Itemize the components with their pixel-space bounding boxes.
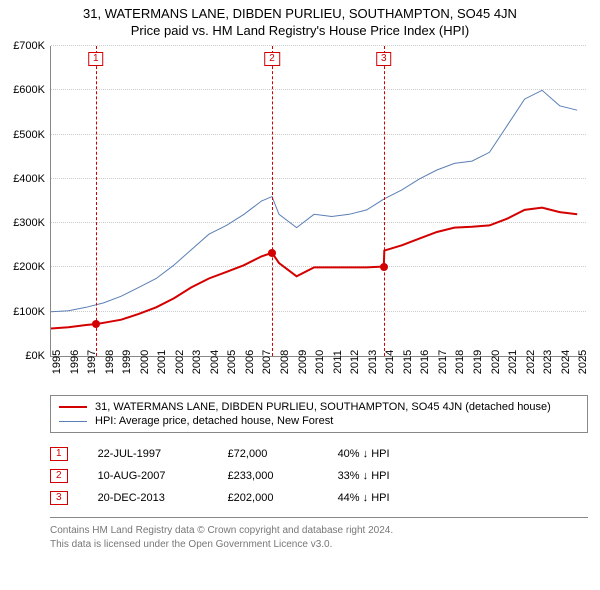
y-tick-label: £200K (13, 261, 45, 273)
legend-label: 31, WATERMANS LANE, DIBDEN PURLIEU, SOUT… (95, 401, 551, 413)
chart-title-sub: Price paid vs. HM Land Registry's House … (0, 23, 600, 38)
sale-marker-dot (380, 263, 388, 271)
legend: 31, WATERMANS LANE, DIBDEN PURLIEU, SOUT… (50, 395, 588, 433)
sales-table: 1 22-JUL-1997 £72,000 40% ↓ HPI 2 10-AUG-2007… (50, 443, 588, 509)
legend-label: HPI: Average price, detached house, New … (95, 415, 333, 427)
footer-line1: Contains HM Land Registry data © Crown c… (50, 524, 588, 538)
sale-price: £202,000 (228, 492, 308, 504)
legend-swatch (59, 421, 87, 422)
sale-row: 3 20-DEC-2013 £202,000 44% ↓ HPI (50, 487, 588, 509)
y-tick-label: £100K (13, 306, 45, 318)
y-tick-label: £300K (13, 217, 45, 229)
sale-price: £72,000 (228, 448, 308, 460)
sale-diff: 33% ↓ HPI (338, 470, 428, 482)
chart-titles: 31, WATERMANS LANE, DIBDEN PURLIEU, SOUT… (0, 0, 600, 38)
sale-date: 22-JUL-1997 (98, 448, 198, 460)
sale-diff: 40% ↓ HPI (338, 448, 428, 460)
legend-item: 31, WATERMANS LANE, DIBDEN PURLIEU, SOUT… (59, 400, 579, 414)
y-tick-label: £700K (13, 40, 45, 52)
sale-marker-dot (268, 249, 276, 257)
sale-marker-line (96, 46, 97, 356)
sale-marker-dot (92, 320, 100, 328)
sale-marker-flag: 1 (88, 52, 104, 66)
sale-date: 20-DEC-2013 (98, 492, 198, 504)
legend-item: HPI: Average price, detached house, New … (59, 414, 579, 428)
y-tick-label: £600K (13, 84, 45, 96)
sale-flag: 3 (50, 491, 68, 505)
legend-swatch (59, 406, 87, 408)
footer-line2: This data is licensed under the Open Gov… (50, 538, 588, 552)
sale-diff: 44% ↓ HPI (338, 492, 428, 504)
series-hpi (51, 90, 577, 311)
footer-attribution: Contains HM Land Registry data © Crown c… (50, 517, 588, 562)
sale-marker-line (384, 46, 385, 356)
series-property (51, 208, 577, 329)
sale-flag: 2 (50, 469, 68, 483)
chart-title-address: 31, WATERMANS LANE, DIBDEN PURLIEU, SOUT… (0, 6, 600, 21)
y-tick-label: £400K (13, 173, 45, 185)
y-tick-label: £500K (13, 129, 45, 141)
sale-flag: 1 (50, 447, 68, 461)
sale-marker-flag: 2 (264, 52, 280, 66)
sale-row: 1 22-JUL-1997 £72,000 40% ↓ HPI (50, 443, 588, 465)
chart-container: 31, WATERMANS LANE, DIBDEN PURLIEU, SOUT… (0, 0, 600, 562)
series-svg (51, 46, 586, 356)
sale-price: £233,000 (228, 470, 308, 482)
sale-date: 10-AUG-2007 (98, 470, 198, 482)
y-tick-label: £0K (25, 350, 45, 362)
plot-area: £0K£100K£200K£300K£400K£500K£600K£700K19… (50, 46, 586, 357)
sale-marker-line (272, 46, 273, 356)
sale-marker-flag: 3 (376, 52, 392, 66)
sale-row: 2 10-AUG-2007 £233,000 33% ↓ HPI (50, 465, 588, 487)
